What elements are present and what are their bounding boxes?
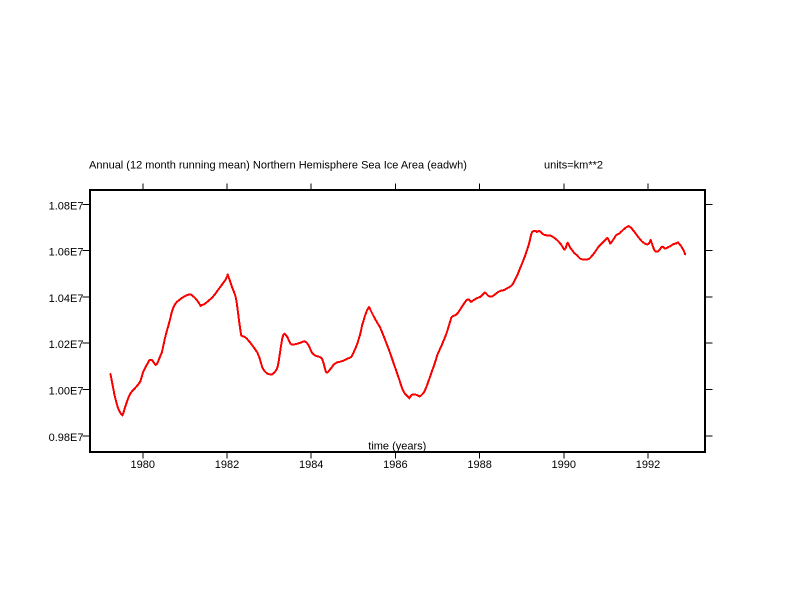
svg-text:1988: 1988 [467, 459, 491, 471]
svg-text:1982: 1982 [215, 459, 239, 471]
svg-text:Annual (12 month running mean): Annual (12 month running mean) Northern … [89, 160, 467, 172]
svg-text:1.06E7: 1.06E7 [49, 247, 84, 259]
svg-text:1.02E7: 1.02E7 [49, 339, 84, 351]
svg-text:1.08E7: 1.08E7 [49, 200, 84, 212]
svg-text:0.98E7: 0.98E7 [49, 432, 84, 444]
svg-text:1992: 1992 [636, 459, 660, 471]
svg-text:1980: 1980 [131, 459, 155, 471]
svg-text:1984: 1984 [299, 459, 323, 471]
svg-text:1986: 1986 [383, 459, 407, 471]
svg-text:1.00E7: 1.00E7 [49, 386, 84, 398]
svg-text:1990: 1990 [552, 459, 576, 471]
svg-text:time (years): time (years) [368, 441, 426, 453]
svg-text:1.04E7: 1.04E7 [49, 293, 84, 305]
svg-text:units=km**2: units=km**2 [544, 160, 603, 172]
